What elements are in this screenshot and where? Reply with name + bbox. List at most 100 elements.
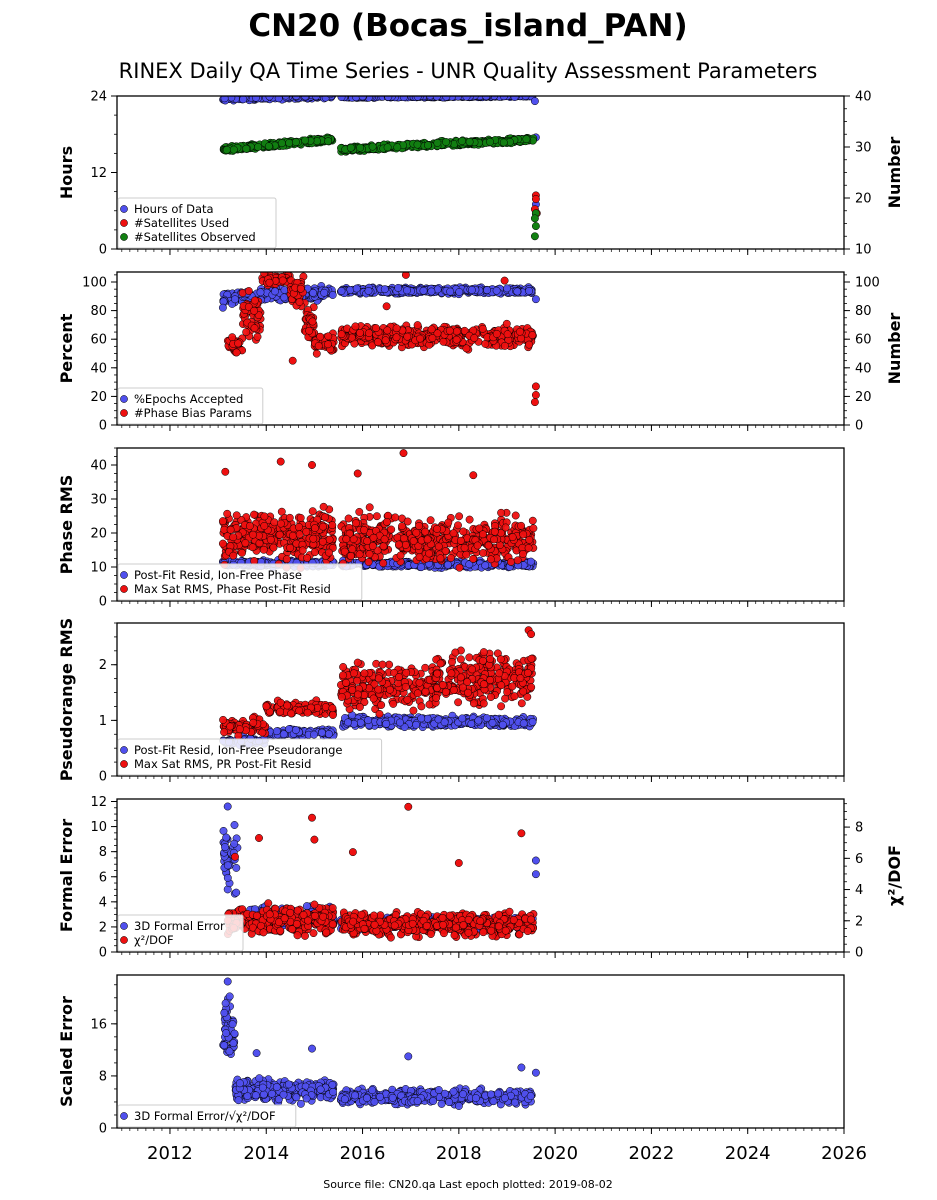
data-point [524, 544, 533, 552]
data-point [499, 138, 508, 147]
data-point [259, 545, 268, 554]
data-point [469, 471, 478, 480]
y-right-tick-label: 40 [855, 361, 872, 376]
data-point [373, 338, 382, 347]
data-point [452, 327, 461, 336]
data-point [427, 325, 436, 334]
data-point [365, 550, 374, 558]
data-point [519, 550, 527, 558]
data-point [355, 550, 364, 559]
data-point [337, 287, 346, 295]
data-point [428, 334, 437, 343]
y-tick-label: 24 [90, 90, 107, 105]
data-point [413, 321, 422, 330]
data-point [455, 563, 464, 572]
data-point [460, 543, 469, 552]
data-point [502, 319, 511, 328]
data-point [482, 714, 491, 723]
data-point [470, 334, 479, 342]
data-point [413, 96, 422, 101]
data-point [281, 96, 290, 100]
data-point [352, 96, 361, 102]
data-point [352, 519, 360, 528]
data-point [295, 298, 304, 306]
data-point [383, 143, 392, 152]
data-point [231, 295, 239, 304]
data-point [221, 467, 230, 476]
data-point [380, 535, 389, 544]
data-point [458, 137, 467, 146]
data-point [275, 530, 284, 539]
data-point [531, 295, 540, 304]
data-point [454, 521, 462, 530]
data-point [245, 522, 254, 530]
data-point [467, 286, 476, 294]
data-point [486, 555, 495, 564]
data-point [379, 559, 388, 568]
data-point [314, 341, 323, 350]
data-point [392, 333, 401, 342]
data-point [467, 719, 476, 728]
data-point [508, 533, 517, 542]
y-tick-label: 60 [90, 333, 107, 348]
data-point [260, 272, 269, 278]
data-point [503, 330, 512, 339]
data-point [234, 339, 243, 348]
data-point [309, 288, 318, 297]
data-point [497, 508, 506, 517]
data-point [296, 513, 305, 522]
data-point [256, 288, 265, 297]
data-point [264, 142, 273, 151]
data-point [401, 272, 410, 279]
y-tick-label: 40 [90, 459, 107, 474]
data-point [492, 286, 501, 295]
data-point [381, 336, 390, 345]
data-point [218, 517, 227, 526]
y-right-tick-label: 40 [855, 90, 872, 105]
data-point [308, 317, 317, 326]
data-point [269, 543, 278, 552]
data-point [379, 542, 388, 551]
data-point [423, 141, 432, 150]
data-point [324, 340, 332, 349]
data-point [319, 522, 327, 531]
data-point [250, 306, 259, 315]
data-point [433, 329, 442, 338]
data-point [248, 543, 257, 552]
data-point [444, 560, 452, 569]
data-point [413, 140, 422, 149]
data-point [503, 284, 511, 293]
data-point [500, 341, 509, 350]
legend-label: Post-Fit Resid, Ion-Free Phase [134, 568, 302, 582]
y-tick-label: 40 [90, 361, 107, 376]
data-point [528, 331, 537, 340]
data-point [478, 530, 487, 539]
legend-marker [120, 205, 128, 213]
data-point [417, 563, 426, 572]
data-point [475, 524, 484, 533]
data-point [492, 329, 501, 338]
legend-label: #Phase Bias Params [134, 406, 252, 420]
data-point [530, 214, 539, 223]
data-point [442, 138, 450, 146]
data-point [276, 519, 285, 528]
data-point [446, 287, 455, 296]
data-point [439, 337, 448, 346]
data-point [529, 524, 538, 533]
data-point [310, 730, 318, 739]
data-point [462, 550, 471, 559]
data-point [321, 96, 330, 102]
data-point [465, 515, 474, 524]
y-axis-label: Phase RMS [57, 475, 76, 575]
data-point [417, 714, 426, 723]
data-point [298, 546, 307, 555]
data-point [403, 517, 412, 526]
data-point [393, 533, 402, 542]
data-point [403, 286, 411, 295]
data-point [479, 549, 488, 557]
data-point [525, 287, 534, 295]
